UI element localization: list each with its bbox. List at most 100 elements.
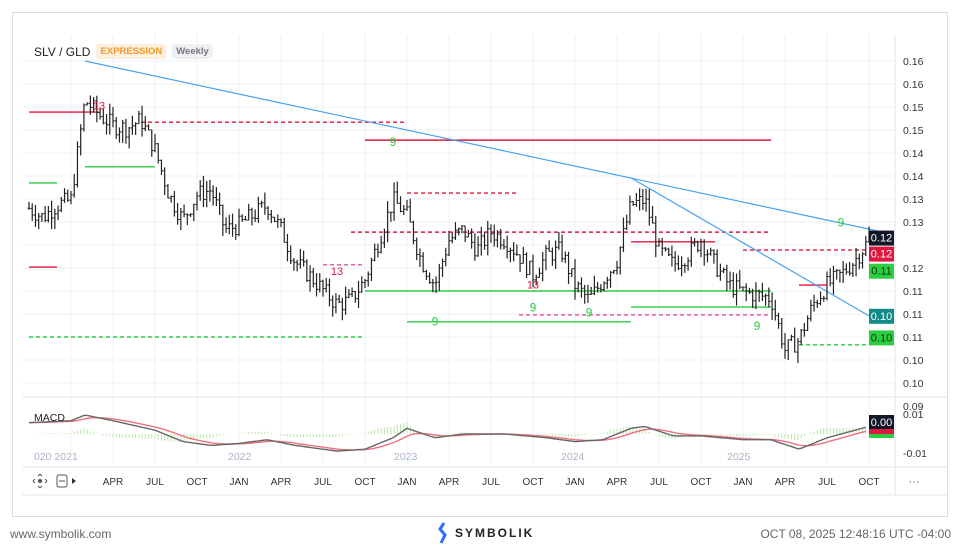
price-bar: [495, 230, 499, 248]
price-bar: [43, 206, 47, 223]
price-bar: [825, 271, 829, 301]
price-bar: [483, 232, 487, 250]
price-bar: [437, 263, 441, 291]
price-bar: [470, 228, 474, 249]
calendar-icon[interactable]: [56, 474, 68, 488]
price-bar: [576, 281, 580, 293]
expression-badge[interactable]: EXPRESSION: [96, 44, 167, 59]
macd-tick-label: -0.01: [903, 448, 927, 460]
month-label: JAN: [734, 477, 753, 488]
price-bar: [302, 250, 306, 267]
price-bar: [686, 257, 690, 271]
price-bar: [777, 312, 781, 329]
price-bar: [376, 243, 380, 258]
price-bar: [172, 190, 176, 217]
price-bar: [240, 214, 244, 222]
price-bar: [331, 295, 335, 317]
price-bar: [486, 220, 490, 256]
price-bar: [783, 333, 787, 359]
price-bar: [644, 188, 648, 212]
price-bar: [508, 247, 512, 263]
price-bar: [221, 204, 225, 236]
price-bar: [831, 265, 835, 295]
price-bar: [27, 201, 31, 210]
price-bar: [541, 251, 545, 282]
price-bar: [63, 188, 67, 203]
price-bar: [673, 251, 677, 272]
more-menu-button[interactable]: ···: [909, 476, 920, 488]
price-bar: [92, 97, 96, 113]
price-bar: [554, 240, 558, 269]
macd-line: [28, 414, 866, 452]
price-bar: [263, 192, 267, 215]
price-badge: 0.12: [869, 230, 894, 246]
price-bar: [651, 205, 655, 224]
price-tick-label: 0.10: [903, 378, 924, 390]
price-bar: [806, 315, 810, 331]
price-bar: [315, 273, 319, 297]
interval-badge[interactable]: Weekly: [172, 44, 213, 59]
symbol-title[interactable]: SLV / GLD: [34, 44, 91, 59]
price-bar: [657, 238, 661, 247]
price-bar: [386, 201, 390, 243]
price-badge-label: 0.10: [871, 332, 892, 344]
price-badge-bg: [869, 246, 894, 262]
price-bar: [751, 288, 755, 309]
price-bar: [589, 286, 593, 295]
price-bar: [30, 203, 34, 221]
price-bar: [476, 236, 480, 257]
price-bar: [521, 246, 525, 264]
price-bar: [137, 110, 141, 125]
price-bar: [95, 95, 99, 123]
price-bar: [256, 196, 260, 224]
price-bar: [72, 173, 76, 198]
month-label: OCT: [522, 477, 543, 488]
price-bar: [366, 271, 370, 287]
price-bar: [612, 269, 616, 275]
price-bar: [441, 258, 445, 277]
website-link[interactable]: www.symbolik.com: [10, 527, 112, 541]
logo-text: SYMBOLIK: [455, 526, 535, 540]
price-bar: [492, 224, 496, 247]
price-tick-label: 0.12: [903, 263, 924, 275]
price-bar: [854, 247, 858, 277]
price-bar: [227, 214, 231, 235]
play-icon[interactable]: [72, 478, 76, 484]
price-bar: [266, 206, 270, 221]
price-bar: [767, 287, 771, 308]
month-label: JAN: [230, 477, 249, 488]
move-icon-dot: [38, 479, 42, 483]
price-bar: [705, 249, 709, 263]
price-bar: [586, 284, 590, 304]
price-bar: [218, 192, 222, 215]
price-bar: [389, 211, 393, 222]
move-icon-arrows: [32, 473, 48, 489]
price-tick-label: 0.14: [903, 148, 924, 160]
price-bar: [718, 263, 722, 281]
macd-hist-badge: [869, 434, 894, 438]
price-bar: [641, 188, 645, 210]
macd-signal-badge: [869, 429, 894, 434]
month-label: OCT: [690, 477, 711, 488]
price-bar: [605, 276, 609, 289]
price-bar: [408, 198, 412, 223]
price-bar: [631, 200, 635, 206]
price-bar: [169, 195, 173, 203]
price-bar: [163, 167, 167, 196]
month-label: JUL: [818, 477, 836, 488]
price-bar: [150, 129, 154, 157]
price-bar: [418, 248, 422, 267]
price-bar: [573, 259, 577, 300]
price-bar: [269, 209, 273, 224]
price-bar: [544, 244, 548, 271]
price-bar: [98, 107, 102, 120]
price-bar: [243, 216, 247, 221]
price-bar: [473, 233, 477, 261]
price-bar: [621, 217, 625, 252]
move-icon[interactable]: [32, 473, 48, 489]
price-bar: [237, 208, 241, 237]
price-tick-label: 0.16: [903, 79, 924, 91]
price-bar: [66, 189, 70, 202]
price-bar: [344, 286, 348, 315]
